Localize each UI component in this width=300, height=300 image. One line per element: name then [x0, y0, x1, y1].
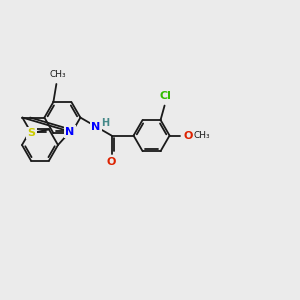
- Text: N: N: [92, 122, 100, 132]
- Text: O: O: [107, 157, 116, 166]
- Text: CH₃: CH₃: [194, 131, 210, 140]
- Text: O: O: [183, 130, 193, 141]
- Text: H: H: [101, 118, 109, 128]
- Text: S: S: [27, 128, 35, 138]
- Text: Cl: Cl: [160, 91, 172, 100]
- Text: N: N: [65, 127, 75, 136]
- Text: CH₃: CH₃: [49, 70, 66, 79]
